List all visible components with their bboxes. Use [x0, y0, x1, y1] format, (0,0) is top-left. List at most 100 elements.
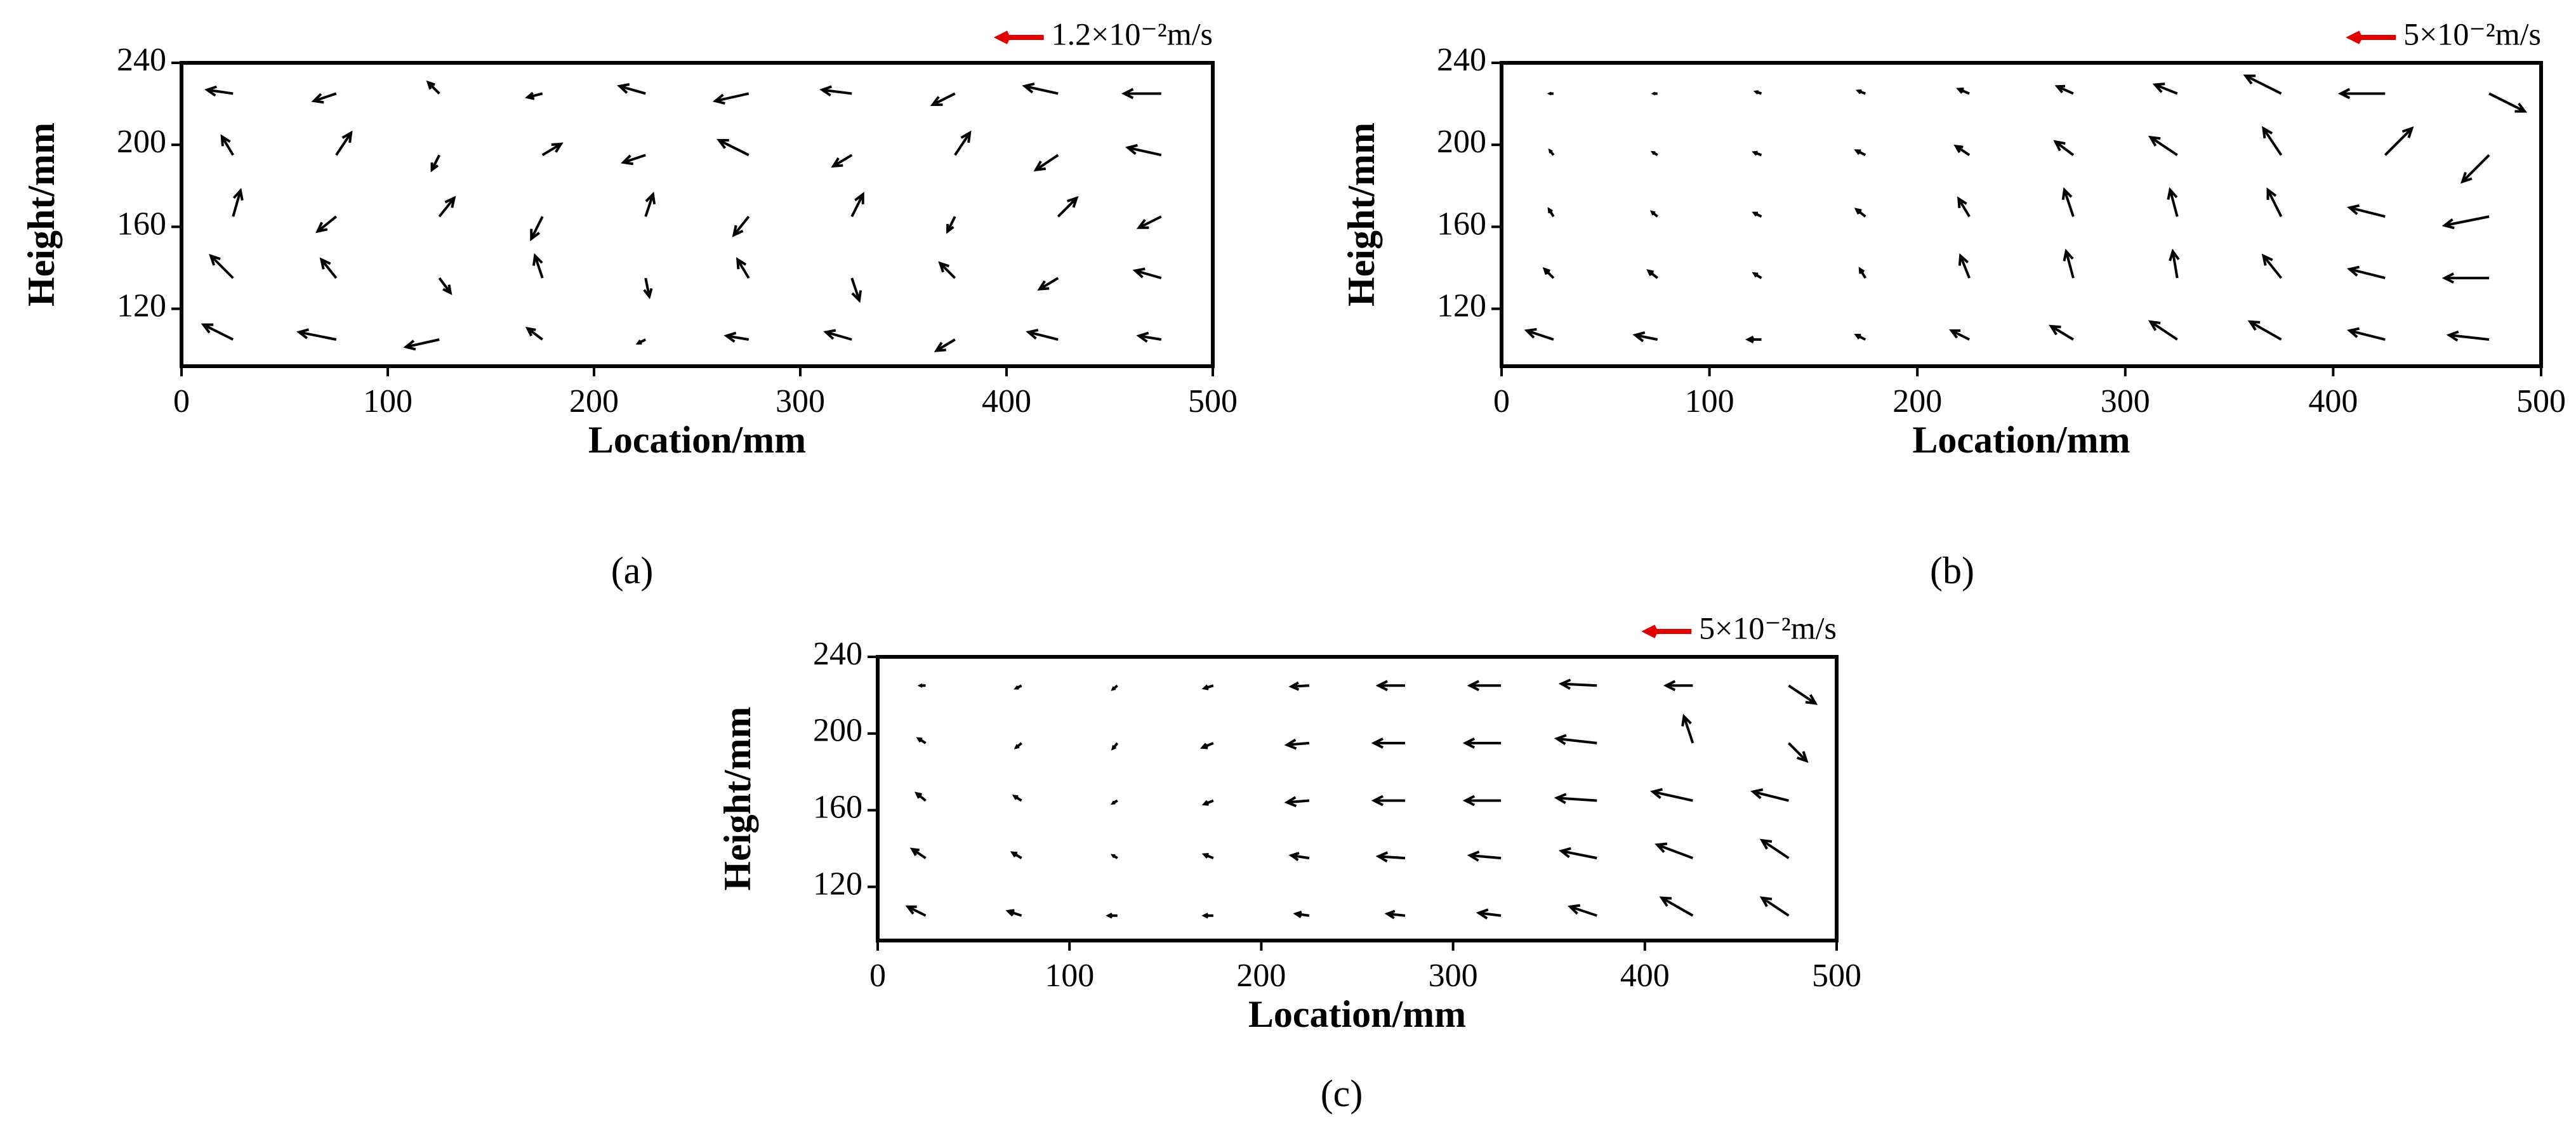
velocity-vector — [930, 92, 956, 106]
panel-caption: (a) — [611, 550, 654, 591]
x-axis-label: Location/mm — [1248, 993, 1466, 1035]
x-tick-label: 200 — [569, 383, 619, 419]
y-axis-label: Height/mm — [1340, 122, 1382, 307]
plot-frame — [180, 61, 1215, 368]
x-tick-label: 500 — [1188, 383, 1238, 419]
velocity-vector — [1750, 788, 1789, 802]
velocity-vector — [1651, 91, 1658, 96]
velocity-vector — [1110, 854, 1118, 859]
velocity-vector — [438, 195, 456, 218]
velocity-vector — [430, 154, 441, 173]
velocity-vector — [917, 683, 926, 688]
velocity-vector — [2346, 204, 2386, 218]
y-tick-label: 240 — [813, 636, 862, 672]
velocity-vector — [1788, 684, 1818, 705]
y-tick-label: 200 — [1437, 124, 1486, 160]
velocity-vector — [905, 905, 927, 917]
velocity-vector — [1010, 851, 1022, 859]
x-tick-label: 200 — [1892, 383, 1942, 419]
velocity-vector — [1014, 684, 1022, 690]
velocity-vector — [1745, 336, 1762, 344]
velocity-vector — [311, 92, 337, 104]
y-tick-label: 160 — [1437, 206, 1486, 242]
x-tick-label: 300 — [1429, 958, 1478, 994]
x-tick-label: 100 — [1685, 383, 1734, 419]
velocity-vector — [1953, 144, 1971, 157]
velocity-vector — [1201, 852, 1214, 859]
velocity-vector — [2346, 265, 2386, 280]
velocity-vector — [1858, 267, 1867, 279]
velocity-vector — [2054, 84, 2074, 95]
reference-label: 5×10⁻²m/s — [2403, 16, 2541, 51]
velocity-vector — [1110, 799, 1118, 805]
velocity-vector — [1558, 847, 1597, 860]
velocity-vector — [1022, 83, 1059, 95]
velocity-vector — [426, 80, 440, 95]
velocity-vector — [732, 215, 750, 237]
velocity-vector — [1288, 681, 1310, 691]
velocity-vector — [1371, 795, 1406, 807]
x-tick-label: 300 — [2101, 383, 2150, 419]
x-tick-label: 500 — [1812, 958, 1861, 994]
velocity-vector — [1568, 904, 1597, 917]
velocity-vector — [635, 338, 647, 345]
velocity-vector — [2152, 83, 2178, 95]
velocity-vector — [532, 253, 544, 279]
velocity-vector — [1649, 210, 1658, 218]
velocity-vector — [2261, 253, 2283, 279]
x-tick-label: 500 — [2516, 383, 2566, 419]
velocity-vector — [850, 192, 864, 218]
velocity-vector — [1201, 799, 1214, 806]
x-tick-label: 400 — [1620, 958, 1670, 994]
velocity-vector — [850, 277, 862, 303]
x-axis-label: Location/mm — [1912, 419, 2130, 461]
velocity-vector — [1014, 742, 1022, 750]
velocity-vector — [530, 216, 544, 242]
velocity-vector — [1659, 896, 1694, 917]
velocity-vector — [819, 85, 852, 96]
velocity-vector — [1111, 684, 1118, 691]
velocity-vector — [831, 154, 853, 168]
velocity-vector — [723, 331, 750, 343]
velocity-vector — [1037, 277, 1059, 291]
velocity-vector — [1752, 272, 1762, 279]
velocity-vector — [2049, 324, 2074, 341]
velocity-vector — [717, 139, 750, 157]
velocity-vector — [1649, 788, 1693, 802]
velocity-vector — [1384, 909, 1406, 920]
velocity-vector — [1957, 196, 1971, 218]
velocity-vector — [1663, 680, 1693, 692]
reference-arrow — [2346, 30, 2396, 44]
velocity-vector — [1788, 742, 1809, 763]
velocity-vector — [2262, 126, 2283, 156]
velocity-vector — [2266, 187, 2283, 218]
y-tick-label: 120 — [1437, 288, 1486, 324]
velocity-vector — [1650, 150, 1658, 157]
velocity-vector — [220, 134, 234, 156]
velocity-vector — [2384, 126, 2414, 156]
velocity-vector — [1554, 793, 1597, 804]
y-tick-label: 120 — [117, 288, 166, 324]
velocity-vector — [1752, 211, 1762, 218]
velocity-vector — [1375, 851, 1406, 862]
velocity-vector — [1759, 838, 1790, 859]
velocity-vector — [1854, 334, 1866, 341]
velocity-vector — [1375, 680, 1406, 692]
velocity-vector — [1632, 331, 1658, 343]
velocity-vector — [1558, 678, 1597, 690]
plot-frame — [1500, 61, 2543, 368]
velocity-vector — [1753, 90, 1762, 95]
reference-arrow — [1641, 624, 1692, 638]
velocity-vector — [1284, 738, 1310, 750]
velocity-vector — [946, 216, 956, 234]
velocity-vector — [1106, 913, 1118, 919]
reference-label: 1.2×10⁻²m/s — [1052, 16, 1213, 51]
y-tick-label: 160 — [117, 206, 166, 242]
x-tick-label: 0 — [1493, 383, 1510, 419]
y-tick-label: 120 — [813, 866, 862, 902]
velocity-vector — [1284, 796, 1310, 808]
velocity-vector — [1958, 253, 1971, 279]
velocity-vector — [1136, 331, 1162, 343]
velocity-vector — [1542, 267, 1555, 279]
